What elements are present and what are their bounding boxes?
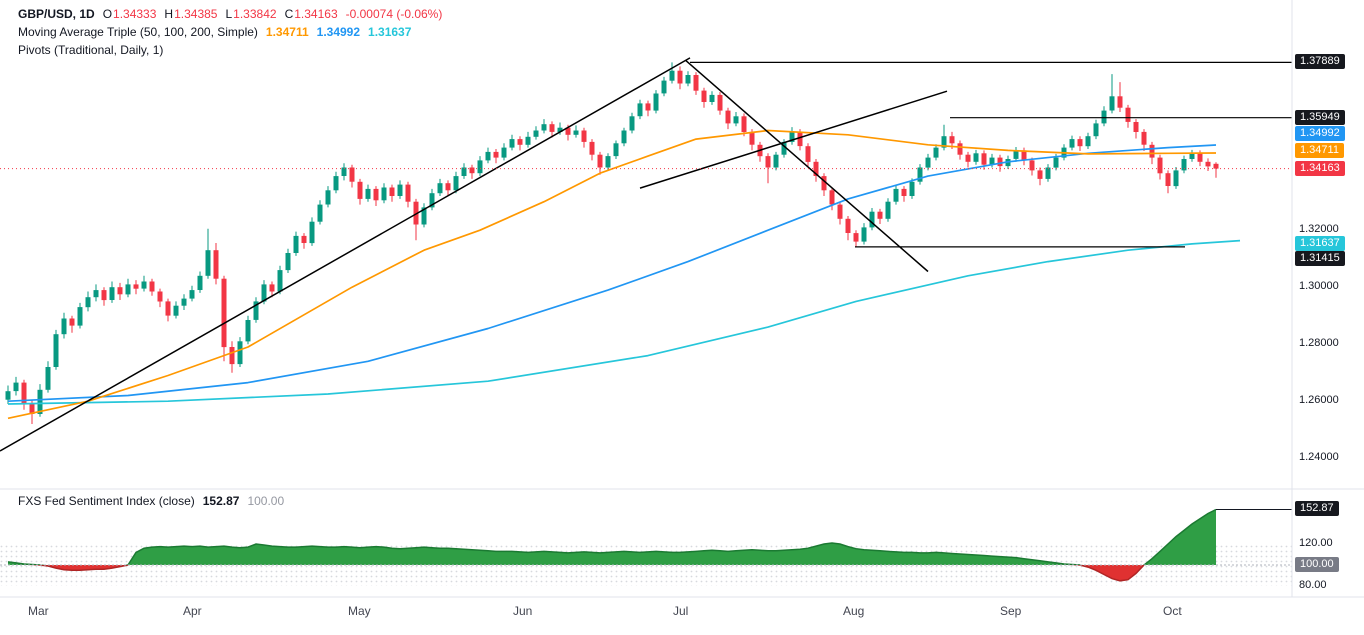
pivots-legend-row[interactable]: Pivots (Traditional, Daily, 1) [18, 41, 442, 59]
ma-indicator-title: Moving Average Triple (50, 100, 200, Sim… [18, 25, 258, 39]
price-axis[interactable]: 1.37889 1.35949 1.34992 1.34711 1.34163 1.320… [1292, 0, 1364, 597]
price-label-1.31637: 1.31637 [1295, 236, 1345, 251]
symbol-title: GBP/USD, 1D [18, 7, 95, 21]
price-label-1.34163: 1.34163 [1295, 161, 1345, 176]
sentiment-label-120.00: 120.00 [1299, 537, 1333, 549]
time-label-Apr: Apr [183, 604, 202, 618]
high-value: H 1.34385 [164, 7, 218, 21]
high-label: H [164, 7, 174, 21]
time-label-Mar: Mar [28, 604, 49, 618]
sentiment-indicator-title: FXS Fed Sentiment Index (close) [18, 494, 195, 508]
sentiment-baseline-value: 100.00 [247, 494, 285, 508]
ma100-value: 1.34992 [316, 25, 361, 39]
ma50-value: 1.34711 [265, 25, 309, 39]
open-label: O [102, 7, 113, 21]
low-label: L [225, 7, 233, 21]
close-label: C [284, 7, 294, 21]
low-value: L 1.33842 [225, 7, 277, 21]
pivots-indicator-title: Pivots (Traditional, Daily, 1) [18, 43, 164, 57]
price-label-1.32000: 1.32000 [1299, 223, 1339, 235]
sentiment-label-80.00: 80.00 [1299, 579, 1327, 591]
sentiment-label-152.87: 152.87 [1295, 501, 1339, 516]
price-label-1.31415: 1.31415 [1295, 251, 1345, 266]
price-label-1.24000: 1.24000 [1299, 451, 1339, 463]
time-label-May: May [348, 604, 371, 618]
legend-panel: GBP/USD, 1D O 1.34333 H 1.34385 L 1.33842 C… [18, 5, 442, 59]
time-label-Jul: Jul [673, 604, 689, 618]
sentiment-label-100.00: 100.00 [1295, 557, 1339, 572]
price-label-1.28000: 1.28000 [1299, 337, 1339, 349]
price-label-1.30000: 1.30000 [1299, 280, 1339, 292]
price-label-1.34992: 1.34992 [1295, 126, 1345, 141]
price-label-1.35949: 1.35949 [1295, 110, 1345, 125]
time-label-Oct: Oct [1163, 604, 1182, 618]
price-label-1.37889: 1.37889 [1295, 54, 1345, 69]
ma-legend-row[interactable]: Moving Average Triple (50, 100, 200, Sim… [18, 23, 442, 41]
time-label-Aug: Aug [843, 604, 865, 618]
sentiment-legend-row[interactable]: FXS Fed Sentiment Index (close) 152.87 1… [18, 492, 284, 510]
price-label-1.26000: 1.26000 [1299, 394, 1339, 406]
ma200-value: 1.31637 [368, 25, 412, 39]
change-value: -0.00074 (-0.06%) [345, 7, 443, 21]
sentiment-legend-panel: FXS Fed Sentiment Index (close) 152.87 1… [18, 492, 284, 510]
symbol-legend-row[interactable]: GBP/USD, 1D O 1.34333 H 1.34385 L 1.33842 C… [18, 5, 442, 23]
time-axis[interactable]: Mar Apr May Jun Jul Aug Sep Oct [0, 598, 1292, 635]
sentiment-value: 152.87 [202, 494, 240, 508]
open-value: O 1.34333 [102, 7, 157, 21]
time-label-Jun: Jun [513, 604, 533, 618]
close-value: C 1.34163 [284, 7, 338, 21]
time-label-Sep: Sep [1000, 604, 1022, 618]
price-label-1.34711: 1.34711 [1295, 143, 1344, 158]
